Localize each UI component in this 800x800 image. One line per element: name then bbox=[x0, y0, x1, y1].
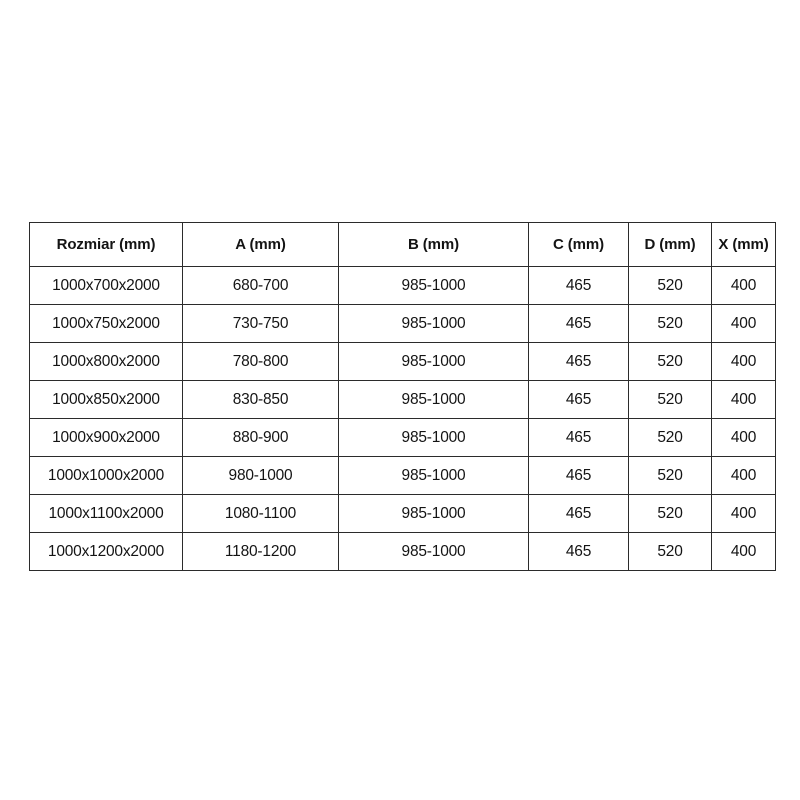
cell-d: 520 bbox=[628, 342, 712, 381]
table-row: 1000x1000x2000 980-1000 985-1000 465 520 400 bbox=[29, 456, 776, 495]
dimensions-table: Rozmiar (mm) A (mm) B (mm) C (mm) D (mm)… bbox=[29, 222, 776, 571]
cell-size: 1000x750x2000 bbox=[29, 304, 183, 343]
cell-b: 985-1000 bbox=[338, 304, 529, 343]
cell-c: 465 bbox=[528, 266, 629, 305]
cell-b: 985-1000 bbox=[338, 266, 529, 305]
table-row: 1000x850x2000 830-850 985-1000 465 520 400 bbox=[29, 380, 776, 419]
table-body: 1000x700x2000 680-700 985-1000 465 520 400 100… bbox=[29, 266, 776, 571]
cell-c: 465 bbox=[528, 418, 629, 457]
cell-d: 520 bbox=[628, 494, 712, 533]
cell-c: 465 bbox=[528, 380, 629, 419]
cell-x: 400 bbox=[711, 342, 776, 381]
column-header-c: C (mm) bbox=[528, 222, 629, 267]
table-row: 1000x750x2000 730-750 985-1000 465 520 400 bbox=[29, 304, 776, 343]
cell-a: 780-800 bbox=[182, 342, 339, 381]
column-header-rozmiar: Rozmiar (mm) bbox=[29, 222, 183, 267]
cell-size: 1000x900x2000 bbox=[29, 418, 183, 457]
cell-x: 400 bbox=[711, 418, 776, 457]
cell-a: 980-1000 bbox=[182, 456, 339, 495]
cell-x: 400 bbox=[711, 380, 776, 419]
table-header-row: Rozmiar (mm) A (mm) B (mm) C (mm) D (mm)… bbox=[29, 222, 776, 267]
cell-a: 680-700 bbox=[182, 266, 339, 305]
column-header-d: D (mm) bbox=[628, 222, 712, 267]
cell-b: 985-1000 bbox=[338, 418, 529, 457]
cell-d: 520 bbox=[628, 266, 712, 305]
cell-x: 400 bbox=[711, 532, 776, 571]
cell-size: 1000x850x2000 bbox=[29, 380, 183, 419]
cell-d: 520 bbox=[628, 532, 712, 571]
cell-a: 730-750 bbox=[182, 304, 339, 343]
table-row: 1000x1100x2000 1080-1100 985-1000 465 520 400 bbox=[29, 494, 776, 533]
cell-a: 830-850 bbox=[182, 380, 339, 419]
cell-d: 520 bbox=[628, 380, 712, 419]
cell-c: 465 bbox=[528, 456, 629, 495]
cell-a: 1180-1200 bbox=[182, 532, 339, 571]
cell-size: 1000x700x2000 bbox=[29, 266, 183, 305]
cell-b: 985-1000 bbox=[338, 342, 529, 381]
cell-size: 1000x1100x2000 bbox=[29, 494, 183, 533]
cell-c: 465 bbox=[528, 304, 629, 343]
specification-table-container: Rozmiar (mm) A (mm) B (mm) C (mm) D (mm)… bbox=[29, 222, 776, 571]
cell-x: 400 bbox=[711, 494, 776, 533]
cell-a: 1080-1100 bbox=[182, 494, 339, 533]
cell-size: 1000x1200x2000 bbox=[29, 532, 183, 571]
table-row: 1000x700x2000 680-700 985-1000 465 520 400 bbox=[29, 266, 776, 305]
table-row: 1000x1200x2000 1180-1200 985-1000 465 520 400 bbox=[29, 532, 776, 571]
cell-size: 1000x800x2000 bbox=[29, 342, 183, 381]
cell-d: 520 bbox=[628, 418, 712, 457]
column-header-b: B (mm) bbox=[338, 222, 529, 267]
cell-size: 1000x1000x2000 bbox=[29, 456, 183, 495]
cell-b: 985-1000 bbox=[338, 380, 529, 419]
column-header-a: A (mm) bbox=[182, 222, 339, 267]
cell-c: 465 bbox=[528, 494, 629, 533]
cell-x: 400 bbox=[711, 456, 776, 495]
column-header-x: X (mm) bbox=[711, 222, 776, 267]
cell-x: 400 bbox=[711, 266, 776, 305]
cell-b: 985-1000 bbox=[338, 494, 529, 533]
cell-a: 880-900 bbox=[182, 418, 339, 457]
table-row: 1000x800x2000 780-800 985-1000 465 520 400 bbox=[29, 342, 776, 381]
cell-c: 465 bbox=[528, 342, 629, 381]
cell-x: 400 bbox=[711, 304, 776, 343]
cell-c: 465 bbox=[528, 532, 629, 571]
cell-b: 985-1000 bbox=[338, 456, 529, 495]
cell-d: 520 bbox=[628, 456, 712, 495]
cell-d: 520 bbox=[628, 304, 712, 343]
table-header: Rozmiar (mm) A (mm) B (mm) C (mm) D (mm)… bbox=[29, 222, 776, 267]
table-row: 1000x900x2000 880-900 985-1000 465 520 400 bbox=[29, 418, 776, 457]
cell-b: 985-1000 bbox=[338, 532, 529, 571]
